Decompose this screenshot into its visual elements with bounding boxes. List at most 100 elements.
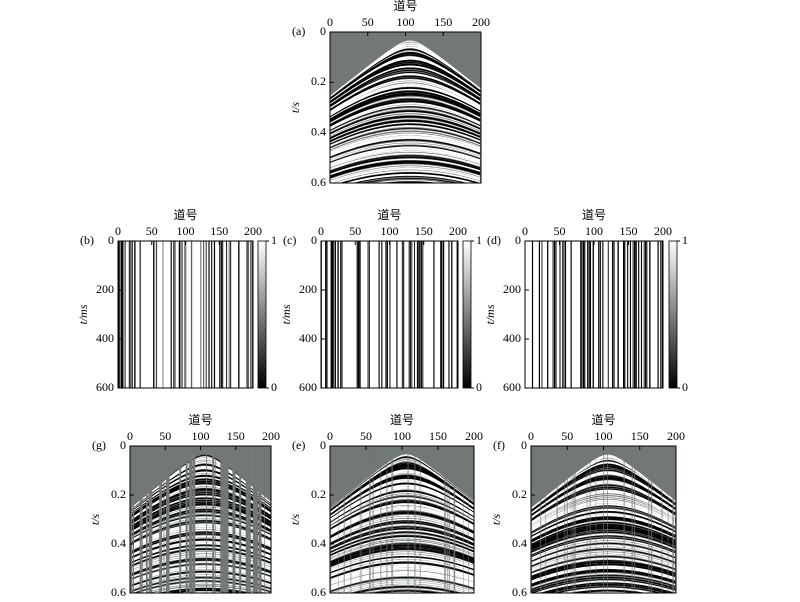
mask-trace <box>326 241 328 388</box>
mask-trace <box>632 241 634 388</box>
missing-trace <box>214 446 216 593</box>
x-tick-label: 150 <box>631 429 649 443</box>
mask-trace <box>219 241 221 388</box>
seismic-event <box>382 591 430 593</box>
mask-trace <box>119 241 121 388</box>
missing-trace <box>446 446 448 593</box>
mask-trace <box>130 241 132 388</box>
mask-trace <box>334 241 336 388</box>
seismic-event <box>330 594 474 602</box>
y-axis-title: t/s <box>288 514 302 526</box>
missing-trace <box>369 446 371 593</box>
image <box>525 241 663 388</box>
mask-trace <box>356 241 358 388</box>
mask-trace <box>251 241 253 388</box>
mask-trace <box>381 241 383 388</box>
missing-trace <box>245 446 249 593</box>
missing-trace <box>160 446 162 593</box>
image <box>330 32 481 183</box>
x-tick-label: 100 <box>595 429 613 443</box>
seismic-event <box>330 141 481 160</box>
mask-trace <box>627 241 629 388</box>
mask-trace <box>340 241 342 388</box>
mask-trace <box>131 241 133 388</box>
y-tick-label: 200 <box>503 282 521 296</box>
y-tick-label: 200 <box>299 282 317 296</box>
x-tick-label: 100 <box>192 429 210 443</box>
seismic-event <box>339 172 481 183</box>
seismic-event <box>330 156 481 174</box>
colorbar-tick-label: 0 <box>476 380 482 394</box>
mask-trace <box>123 241 125 388</box>
seismic-event <box>330 125 481 147</box>
missing-trace <box>589 446 591 593</box>
seismic-event <box>330 164 481 181</box>
mask-trace <box>442 241 445 388</box>
mask-trace <box>635 241 637 388</box>
y-axis-title: t/s <box>489 514 503 526</box>
mask-trace <box>643 241 645 388</box>
seismic-event <box>330 119 481 143</box>
y-tick-label: 400 <box>96 331 114 345</box>
mask-trace <box>570 241 572 388</box>
seismic-event <box>330 128 481 149</box>
seismic-event <box>330 87 481 118</box>
mask-trace <box>584 241 586 388</box>
mask-trace <box>208 241 210 388</box>
missing-trace <box>392 446 394 593</box>
mask-trace <box>552 241 554 388</box>
mask-trace <box>422 241 424 388</box>
seismic-event <box>158 587 252 593</box>
x-tick-label: 0 <box>327 15 333 29</box>
mask-trace <box>118 241 120 388</box>
seismic-event <box>330 67 481 107</box>
y-tick-label: 600 <box>96 380 114 394</box>
mask-trace <box>155 241 158 388</box>
seismic-event <box>330 59 481 103</box>
seismic-event <box>330 150 481 168</box>
mask-trace <box>220 241 222 388</box>
y-tick-label: 0.6 <box>311 585 326 599</box>
y-axis-title: t/s <box>288 102 302 114</box>
x-axis-title: 道号 <box>188 413 212 427</box>
seismic-event <box>330 131 481 152</box>
missing-trace <box>372 446 374 593</box>
mask-trace <box>638 241 640 388</box>
x-tick-label: 50 <box>554 224 566 238</box>
x-tick-label: 150 <box>210 224 228 238</box>
y-axis-title: t/s <box>88 514 102 526</box>
mask-trace <box>634 241 636 388</box>
missing-trace <box>186 446 188 593</box>
panel-label: (e) <box>292 438 305 452</box>
mask-trace <box>562 241 564 388</box>
missing-trace <box>213 446 215 593</box>
x-tick-label: 0 <box>127 429 133 443</box>
x-axis-title: 道号 <box>591 413 615 427</box>
x-tick-label: 150 <box>415 224 433 238</box>
y-tick-label: 0 <box>311 233 317 247</box>
missing-trace <box>380 446 382 593</box>
mask-trace <box>624 241 626 388</box>
y-tick-label: 600 <box>299 380 317 394</box>
mask-trace <box>337 241 339 388</box>
mask-trace <box>599 241 601 388</box>
seismic-event <box>330 167 481 183</box>
mask-trace <box>228 241 230 388</box>
mask-trace <box>203 241 205 388</box>
mask-trace <box>613 241 615 388</box>
missing-trace <box>650 446 652 593</box>
missing-trace <box>248 446 251 593</box>
x-tick-label: 150 <box>620 224 638 238</box>
seismic-event <box>330 135 481 155</box>
missing-trace <box>633 446 636 593</box>
x-tick-label: 200 <box>465 429 483 443</box>
missing-trace <box>648 446 650 593</box>
seismic-event <box>330 84 481 117</box>
missing-trace <box>672 446 674 593</box>
mask-trace <box>547 241 549 388</box>
seismic-event <box>130 594 271 602</box>
seismic-event <box>370 590 442 593</box>
missing-trace <box>239 446 242 593</box>
seismic-event <box>330 133 481 154</box>
x-tick-label: 100 <box>177 224 195 238</box>
